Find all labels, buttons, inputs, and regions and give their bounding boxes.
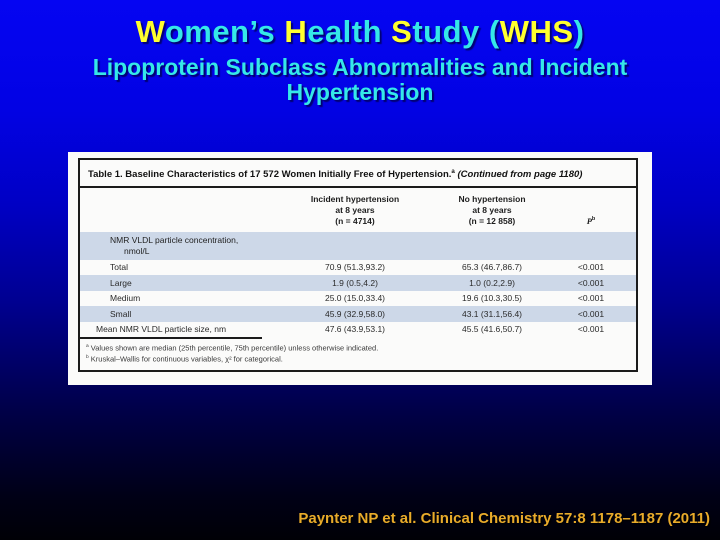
cell-no-hypertension: 43.1 (31.1,56.4)	[461, 308, 522, 319]
cell-no-hypertension: 65.3 (46.7,86.7)	[461, 262, 522, 273]
header-line: No hypertension	[458, 194, 526, 205]
row-label: Large	[110, 277, 132, 288]
footnote: b Kruskal–Wallis for continuous variable…	[86, 354, 630, 365]
table-row: Small 45.9 (32.9,58.0) 43.1 (31.1,56.4) …	[80, 306, 636, 322]
table-title-continued: (Continued from page 1180)	[454, 169, 583, 181]
cell-p-value: <0.001	[577, 308, 605, 319]
header-line: (n = 4714)	[335, 216, 375, 227]
table-row: Total 70.9 (51.3,93.2) 65.3 (46.7,86.7) …	[80, 260, 636, 276]
table-border-box: Table 1. Baseline Characteristics of 17 …	[78, 158, 638, 372]
footnote-marker: b	[86, 355, 89, 361]
cell-no-hypertension: 1.0 (0.2,2.9)	[469, 277, 515, 288]
citation: Paynter NP et al. Clinical Chemistry 57:…	[298, 510, 710, 527]
section-label-line: NMR VLDL particle concentration,	[110, 235, 239, 246]
cell-incident: 45.9 (32.9,58.0)	[324, 308, 385, 319]
table-title-footnote-marker: a	[451, 168, 455, 175]
title-segment: omen’s	[164, 14, 285, 49]
cell-p-value: <0.001	[577, 324, 605, 335]
row-label: Mean NMR VLDL particle size, nm	[96, 324, 227, 335]
cell-no-hypertension: 19.6 (10.3,30.5)	[461, 293, 522, 304]
title-segment: W	[135, 14, 165, 49]
title-segment: H	[284, 14, 308, 49]
section-label-line: nmol/L	[124, 245, 150, 256]
table-footnotes: a Values shown are median (25th percenti…	[80, 339, 636, 366]
p-label: P	[586, 216, 592, 227]
table-row: Medium 25.0 (15.0,33.4) 19.6 (10.3,30.5)…	[80, 291, 636, 307]
header-line: at 8 years	[472, 205, 512, 216]
column-header-no-hypertension: No hypertension at 8 years (n = 12 858)	[430, 194, 554, 227]
slide-subtitle: Lipoprotein Subclass Abnormalities and I…	[92, 54, 628, 106]
header-line: at 8 years	[335, 205, 375, 216]
cell-no-hypertension: 45.5 (41.6,50.7)	[461, 324, 522, 335]
cell-incident: 70.9 (51.3,93.2)	[324, 262, 385, 273]
header-line: (n = 12 858)	[468, 216, 516, 227]
cell-p-value: <0.001	[577, 262, 605, 273]
slide-title: Women’s Health Study (WHS)	[0, 14, 720, 50]
table-section-row: NMR VLDL particle concentration, nmol/L	[80, 232, 636, 260]
table-row: Mean NMR VLDL particle size, nm 47.6 (43…	[80, 322, 636, 338]
table-row: Large 1.9 (0.5,4.2) 1.0 (0.2,2.9) <0.001	[80, 275, 636, 291]
p-footnote-marker: b	[591, 216, 596, 223]
column-header-incident-hypertension: Incident hypertension at 8 years (n = 47…	[280, 194, 430, 227]
table-bottom-rule	[80, 337, 262, 340]
table-header-row: Incident hypertension at 8 years (n = 47…	[80, 188, 636, 232]
table-figure: Table 1. Baseline Characteristics of 17 …	[68, 152, 652, 385]
cell-p-value: <0.001	[577, 293, 605, 304]
title-segment: ealth	[307, 14, 392, 49]
row-label: Small	[110, 308, 132, 319]
footnote: a Values shown are median (25th percenti…	[86, 343, 630, 354]
footnote-marker: a	[86, 344, 89, 350]
footnote-text: Values shown are median (25th percentile…	[88, 343, 379, 353]
column-header-p-value: Pb	[554, 216, 628, 227]
header-line: Incident hypertension	[310, 194, 400, 205]
footnote-text: Kruskal–Wallis for continuous variables,…	[88, 354, 283, 364]
title-segment: )	[573, 14, 585, 49]
cell-incident: 1.9 (0.5,4.2)	[332, 277, 378, 288]
title-segment: WHS	[499, 14, 574, 49]
table-title: Table 1. Baseline Characteristics of 17 …	[80, 160, 636, 189]
title-segment: tudy (	[412, 14, 500, 49]
title-segment: S	[391, 14, 413, 49]
table-title-main: Table 1. Baseline Characteristics of 17 …	[88, 169, 452, 181]
row-label: Medium	[110, 293, 141, 304]
cell-incident: 25.0 (15.0,33.4)	[324, 293, 385, 304]
row-label: Total	[110, 262, 128, 273]
cell-incident: 47.6 (43.9,53.1)	[324, 324, 385, 335]
cell-p-value: <0.001	[577, 277, 605, 288]
